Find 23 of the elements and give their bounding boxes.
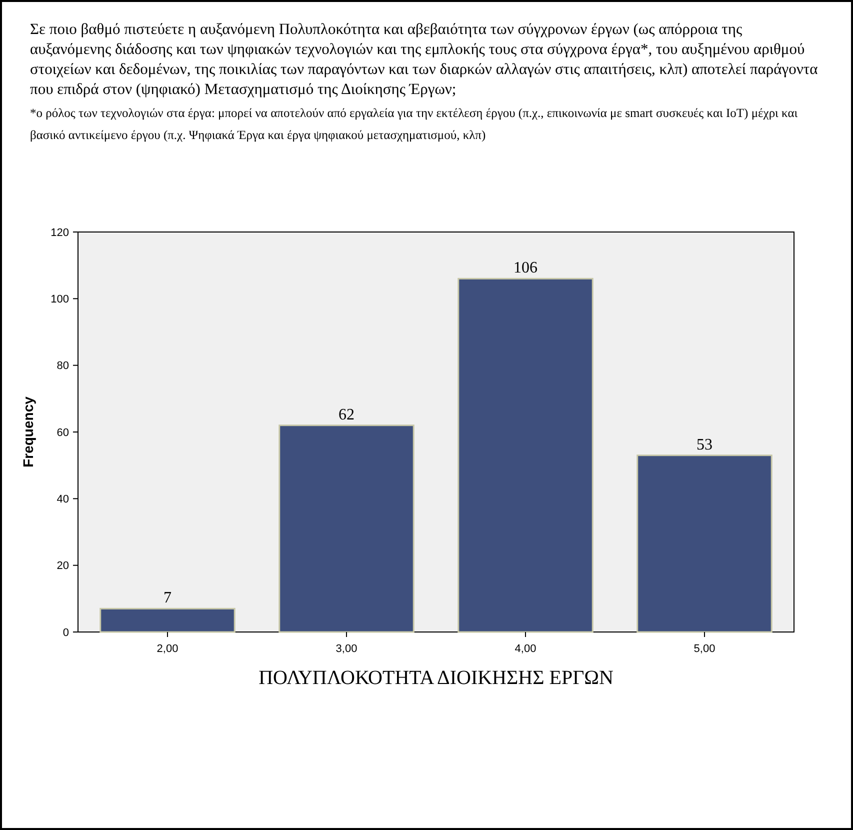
x-tick-label: 4,00 (514, 643, 536, 655)
chart-title: Σε ποιο βαθμό πιστεύετε η αυξανόμενη Πολυπλοκότητα και αβεβαιότητα των σύγχρονων έργων (ως απόρροια της αυξανόμενης διάδοσης και των ψηφιακών τεχνολογιών και της εμπλοκής τους στα σύγχρονα έργα*, του αυξημένου αριθμού στοιχείων και δεδομένων, της ποικιλίας των παραγόντων και των διαρκών αλλαγών στις απαιτήσεις, κλπ) αποτελεί παράγοντα που επιδρά στον (ψηφιακό) Μετασχηματισμό της Διοίκησης Έργων; (30, 20, 819, 100)
y-axis-title: Frequency (20, 396, 36, 468)
bar (458, 278, 594, 633)
x-axis-title: ΠΟΛΥΠΛΟΚΟΤΗΤΑ ΔΙΟΙΚΗΣΗΣ ΕΡΓΩΝ (258, 667, 614, 689)
data-label: 7 (164, 590, 172, 607)
chart-subtitle: *ο ρόλος των τεχνολογιών στα έργα: μπορεί να αποτελούν από εργαλεία για την εκτέλεση έργου (π.χ., επικοινωνία με smart συσκευές και IoT) μέχρι και βασικό αντικείμενο έργου (π.χ. Ψηφιακά Έργα και έργα ψηφιακού μετασχηματισμού, κλπ) (30, 105, 799, 144)
bar (100, 608, 236, 633)
y-tick-label: 100 (50, 294, 69, 306)
data-label: 106 (514, 260, 538, 277)
y-tick-label: 20 (56, 560, 69, 572)
y-tick-label: 40 (56, 494, 69, 506)
y-tick-label: 0 (62, 626, 69, 639)
bar (278, 424, 414, 633)
x-tick-label: 2,00 (156, 643, 178, 655)
x-tick-label: 5,00 (694, 643, 716, 655)
data-label: 62 (338, 406, 354, 424)
y-tick-label: 60 (56, 426, 69, 439)
x-tick-label: 3,00 (336, 643, 358, 655)
y-tick-label: 80 (56, 360, 69, 372)
data-label: 53 (696, 436, 712, 454)
y-tick-label: 120 (50, 226, 69, 239)
bar (636, 454, 772, 633)
